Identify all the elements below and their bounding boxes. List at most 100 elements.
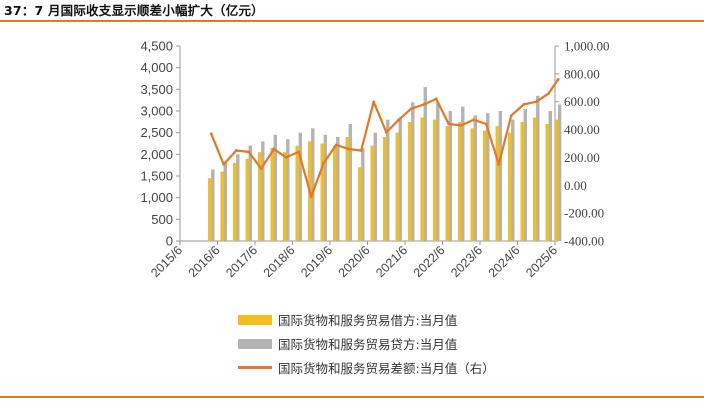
point-balance: [322, 161, 326, 165]
x-tick-label: 2024/6: [486, 243, 523, 280]
legend-item-credit: 国际货物和服务贸易贷方:当月值: [238, 334, 457, 353]
x-tick-label: 2018/6: [261, 243, 298, 280]
bar-debit: [483, 130, 487, 241]
bar-credit: [523, 108, 527, 241]
bar-debit: [445, 126, 449, 241]
bar-debit: [295, 145, 299, 241]
point-balance: [472, 118, 476, 122]
bar-debit: [283, 152, 287, 241]
point-balance: [272, 147, 276, 151]
point-balance: [409, 107, 413, 111]
point-balance: [397, 118, 401, 122]
y-left-tick-label: 2,000: [140, 147, 173, 162]
y-left-tick-label: 4,000: [140, 60, 173, 75]
legend-swatch-credit: [238, 338, 272, 349]
legend-item-balance: 国际货物和服务贸易差额:当月值（右）: [238, 358, 495, 377]
x-tick-label: 2023/6: [448, 243, 485, 280]
bar-debit: [208, 178, 212, 241]
top-rule: [0, 20, 704, 22]
bar-debit: [383, 137, 387, 241]
y-left-tick-label: 1,000: [140, 190, 173, 205]
bar-credit: [273, 134, 277, 241]
x-tick-label: 2020/6: [336, 243, 373, 280]
bar-credit: [411, 102, 415, 241]
point-balance: [497, 162, 501, 166]
y-right-tick-label: 1,000.00: [564, 39, 610, 54]
bar-debit: [220, 171, 224, 241]
bar-credit: [211, 169, 215, 241]
legend-item-debit: 国际货物和服务贸易借方:当月值: [238, 310, 457, 329]
point-balance: [372, 100, 376, 104]
bar-credit: [248, 145, 252, 241]
point-balance: [447, 122, 451, 126]
bar-credit: [398, 117, 402, 241]
bar-credit: [373, 132, 377, 241]
point-balance: [484, 122, 488, 126]
point-balance: [547, 91, 551, 95]
bar-credit: [386, 119, 390, 241]
bar-credit: [298, 132, 302, 241]
point-balance: [297, 150, 301, 154]
point-balance: [309, 195, 313, 198]
bar-credit: [223, 163, 227, 241]
bar-debit: [554, 119, 559, 241]
bar-debit: [533, 117, 537, 241]
y-left-tick-label: 1,500: [140, 169, 173, 184]
point-balance: [234, 149, 238, 152]
legend-swatch-balance: [238, 366, 272, 369]
bar-credit: [548, 111, 552, 241]
x-tick-label: 2019/6: [298, 243, 335, 280]
legend-label-credit: 国际货物和服务贸易贷方:当月值: [278, 337, 458, 352]
bar-credit: [361, 147, 365, 241]
bar-credit: [511, 119, 515, 241]
y-left-tick-label: 0: [166, 234, 173, 249]
legend-swatch-debit: [238, 314, 272, 325]
bar-credit: [461, 106, 465, 242]
bar-debit: [233, 163, 237, 241]
bar-credit: [286, 139, 290, 241]
point-balance: [259, 167, 263, 170]
y-left-tick-label: 4,500: [140, 39, 173, 54]
bar-credit: [498, 111, 502, 241]
point-balance: [434, 97, 438, 101]
bar-credit: [348, 124, 352, 241]
point-balance: [534, 100, 538, 104]
bar-credit: [536, 95, 540, 241]
point-balance: [384, 130, 388, 134]
bar-credit: [436, 102, 440, 241]
y-right-tick-label: 600.00: [564, 94, 600, 109]
x-tick-label: 2016/6: [186, 243, 223, 280]
point-balance: [509, 114, 513, 118]
bar-debit: [333, 145, 337, 241]
bar-credit: [323, 134, 327, 241]
bar-credit: [448, 111, 452, 241]
line-series: [209, 78, 560, 198]
x-tick-label: 2015/6: [148, 243, 185, 280]
bar-debit: [520, 121, 524, 241]
bar-credit: [261, 141, 265, 241]
bar-debit: [408, 121, 412, 241]
bar-debit: [545, 124, 549, 241]
y-left-tick-label: 2,500: [140, 125, 173, 140]
point-balance: [422, 103, 426, 106]
bar-credit: [486, 113, 490, 241]
bar-debit: [370, 145, 374, 241]
y-right-tick-label: 800.00: [564, 66, 600, 81]
y-right-tick-label: -400.00: [564, 234, 604, 249]
point-balance: [359, 149, 363, 152]
point-balance: [556, 78, 560, 81]
point-balance: [209, 132, 213, 136]
bar-debit: [258, 152, 262, 241]
y-left-tick-label: 3,000: [140, 104, 173, 119]
bar-debit: [433, 119, 437, 241]
bar-credit: [557, 104, 562, 241]
point-balance: [347, 147, 351, 151]
point-balance: [247, 150, 251, 154]
y-left-tick-label: 500: [151, 212, 173, 227]
y-right-tick-label: 200.00: [564, 150, 600, 165]
bar-credit: [423, 87, 427, 242]
y-right-tick-label: -200.00: [564, 206, 604, 221]
bar-debit: [345, 137, 349, 241]
y-right-tick-label: 0.00: [564, 178, 587, 193]
bar-debit: [245, 158, 249, 241]
